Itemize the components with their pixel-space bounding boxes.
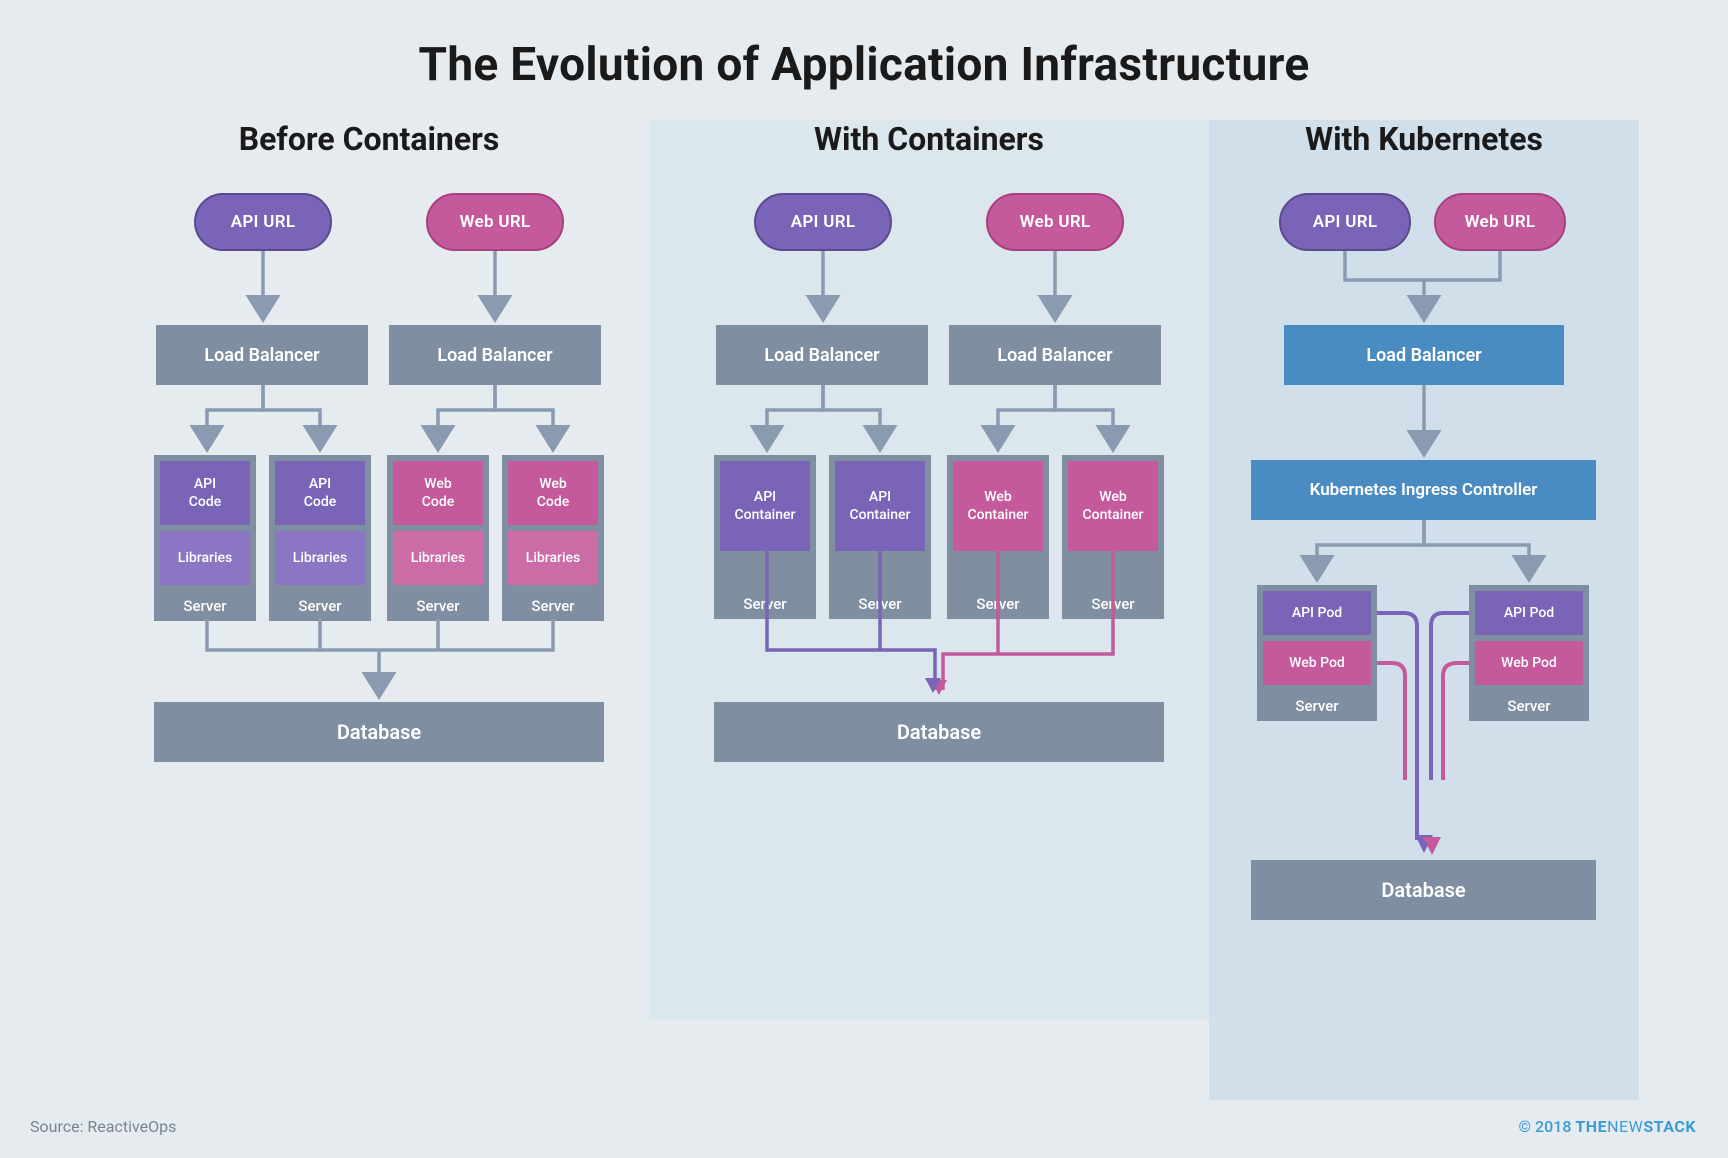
api-code-block: API Code (275, 461, 365, 525)
load-balancer-web: Load Balancer (949, 325, 1161, 385)
web-container-block: Web Container (953, 461, 1043, 551)
web-container-block: Web Container (1068, 461, 1158, 551)
column-with-kubernetes: With Kubernetes API URL Web URL Load Bal… (1209, 120, 1639, 1100)
pill-web: Web URL (426, 193, 564, 251)
server-box: API Code Libraries Server (269, 455, 371, 621)
pill-api: API URL (194, 193, 332, 251)
server-label: Server (1257, 691, 1377, 721)
server-box: API Container Server (714, 455, 816, 619)
api-container-block: API Container (720, 461, 810, 551)
column-before-containers: Before Containers API URL Web URL Load B… (89, 120, 649, 1020)
web-code-block: Web Code (508, 461, 598, 525)
server-label: Server (947, 557, 1049, 619)
api-code-block: API Code (160, 461, 250, 525)
col-title: Before Containers (89, 120, 649, 158)
server-label: Server (714, 557, 816, 619)
server-box: Web Container Server (947, 455, 1049, 619)
server-label: Server (502, 591, 604, 621)
server-box: Web Container Server (1062, 455, 1164, 619)
server-label: Server (269, 591, 371, 621)
col-title: With Kubernetes (1209, 120, 1639, 158)
database-box: Database (714, 702, 1164, 762)
pill-api: API URL (1279, 193, 1411, 251)
api-container-block: API Container (835, 461, 925, 551)
server-box: API Code Libraries Server (154, 455, 256, 621)
web-code-block: Web Code (393, 461, 483, 525)
copyright-text: © 2018 THENEWSTACK (1518, 1117, 1696, 1136)
server-label: Server (829, 557, 931, 619)
server-box: Web Code Libraries Server (387, 455, 489, 621)
load-balancer-k8s: Load Balancer (1284, 325, 1564, 385)
web-pod-block: Web Pod (1475, 641, 1583, 685)
server-label: Server (387, 591, 489, 621)
libraries-block: Libraries (393, 531, 483, 585)
server-box: API Pod Web Pod Server (1257, 585, 1377, 721)
col-title: With Containers (649, 120, 1209, 158)
server-label: Server (1469, 691, 1589, 721)
server-box: API Container Server (829, 455, 931, 619)
api-pod-block: API Pod (1475, 591, 1583, 635)
load-balancer-api: Load Balancer (156, 325, 368, 385)
pill-web: Web URL (1434, 193, 1566, 251)
ingress-controller: Kubernetes Ingress Controller (1251, 460, 1596, 520)
columns-row: Before Containers API URL Web URL Load B… (0, 120, 1728, 1100)
server-label: Server (1062, 557, 1164, 619)
column-with-containers: With Containers API URL Web URL Load Bal… (649, 120, 1209, 1020)
server-label: Server (154, 591, 256, 621)
api-pod-block: API Pod (1263, 591, 1371, 635)
source-text: Source: ReactiveOps (30, 1117, 176, 1136)
pill-api: API URL (754, 193, 892, 251)
libraries-block: Libraries (160, 531, 250, 585)
libraries-block: Libraries (508, 531, 598, 585)
load-balancer-api: Load Balancer (716, 325, 928, 385)
database-box: Database (154, 702, 604, 762)
main-title: The Evolution of Application Infrastruct… (0, 0, 1728, 92)
server-box: API Pod Web Pod Server (1469, 585, 1589, 721)
pill-web: Web URL (986, 193, 1124, 251)
web-pod-block: Web Pod (1263, 641, 1371, 685)
diagram-canvas: The Evolution of Application Infrastruct… (0, 0, 1728, 1158)
server-box: Web Code Libraries Server (502, 455, 604, 621)
libraries-block: Libraries (275, 531, 365, 585)
load-balancer-web: Load Balancer (389, 325, 601, 385)
database-box: Database (1251, 860, 1596, 920)
